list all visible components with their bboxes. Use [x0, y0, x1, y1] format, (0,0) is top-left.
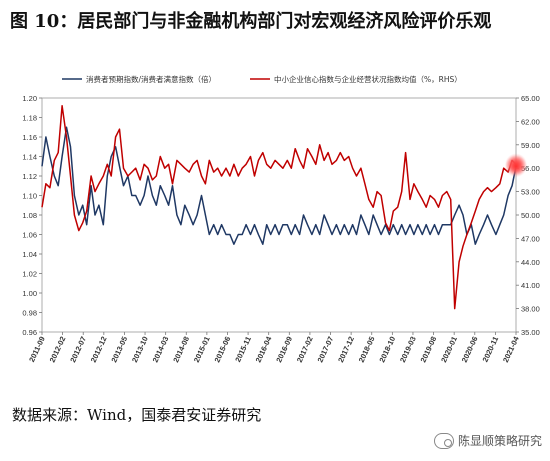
watermark: 陈显顺策略研究: [433, 432, 542, 449]
left-tick-label: 0.98: [22, 309, 37, 318]
x-tick-label: 2017-07: [316, 335, 336, 364]
wechat-icon: [433, 432, 454, 449]
right-tick-label: 44.00: [521, 258, 540, 267]
x-tick-label: 2012-02: [48, 335, 68, 364]
right-tick-label: 38.00: [521, 305, 540, 314]
x-tick-label: 2014-08: [171, 335, 191, 364]
x-tick-label: 2019-08: [419, 335, 439, 364]
series-line-0: [41, 126, 517, 245]
x-tick-label: 2015-06: [212, 335, 232, 364]
left-tick-label: 1.16: [22, 133, 37, 142]
left-tick-label: 1.04: [22, 250, 37, 259]
source-note: 数据来源：Wind，国泰君安证券研究: [12, 406, 262, 424]
x-tick-label: 2016-09: [274, 335, 294, 364]
legend: 消费者预期指数/消费者满意指数（倍） 中小企业信心指数与企业经营状况指数均值（%，…: [62, 74, 462, 84]
right-tick-label: 50.00: [521, 211, 540, 220]
series-line-1: [41, 105, 517, 310]
x-tick-label: 2020-01: [439, 335, 459, 364]
right-tick-label: 59.00: [521, 141, 540, 150]
plot-frame: [41, 97, 517, 333]
highlight-markers: [505, 153, 527, 178]
x-tick-label: 2015-01: [192, 335, 212, 364]
x-tick-label: 2013-10: [130, 335, 150, 364]
left-tick-label: 1.12: [22, 172, 37, 181]
x-tick-label: 2012-12: [89, 335, 109, 364]
figure-title: 图 10：居民部门与非金融机构部门对宏观经济风险评价乐观: [10, 11, 492, 32]
series-lines: [41, 105, 517, 310]
x-tick-label: 2011-09: [27, 335, 47, 363]
left-tick-label: 1.18: [22, 114, 37, 123]
x-tick-label: 2013-05: [109, 335, 129, 364]
left-tick-label: 0.96: [22, 328, 37, 337]
left-tick-label: 1.02: [22, 270, 37, 279]
x-tick-label: 2017-02: [295, 335, 315, 364]
right-tick-label: 56.00: [521, 164, 540, 173]
right-tick-label: 65.00: [521, 94, 540, 103]
x-tick-label: 2018-05: [357, 335, 377, 364]
x-tick-label: 2019-03: [398, 335, 418, 364]
highlight-dot-lhs: [505, 155, 527, 178]
watermark-text: 陈显顺策略研究: [457, 434, 542, 448]
legend-label: 消费者预期指数/消费者满意指数（倍）: [86, 74, 216, 84]
x-tick-label: 2012-07: [68, 335, 88, 364]
x-tick-label: 2020-06: [460, 335, 480, 364]
left-tick-label: 1.20: [22, 94, 37, 103]
left-tick-label: 1.06: [22, 231, 37, 240]
left-tick-label: 1.14: [22, 153, 37, 162]
left-tick-label: 1.08: [22, 211, 37, 220]
x-tick-label: 2014-03: [151, 335, 171, 364]
x-tick-label: 2021-04: [501, 334, 521, 364]
right-tick-label: 62.00: [521, 117, 540, 126]
x-tick-label: 2015-11: [233, 335, 253, 363]
x-tick-label: 2018-10: [377, 335, 397, 364]
x-tick-label: 2020-11: [481, 335, 501, 363]
dual-axis-line-chart: 消费者预期指数/消费者满意指数（倍） 中小企业信心指数与企业经营状况指数均值（%，…: [22, 74, 540, 364]
left-tick-label: 1.10: [22, 192, 37, 201]
right-tick-label: 47.00: [521, 234, 540, 243]
right-tick-label: 35.00: [521, 328, 540, 337]
left-tick-label: 1.00: [22, 289, 37, 298]
x-tick-label: 2016-04: [254, 334, 274, 364]
x-tick-label: 2017-12: [336, 335, 356, 364]
right-tick-label: 41.00: [521, 281, 540, 290]
legend-label: 中小企业信心指数与企业经营状况指数均值（%，RHS）: [274, 74, 462, 84]
right-tick-label: 53.00: [521, 188, 540, 197]
